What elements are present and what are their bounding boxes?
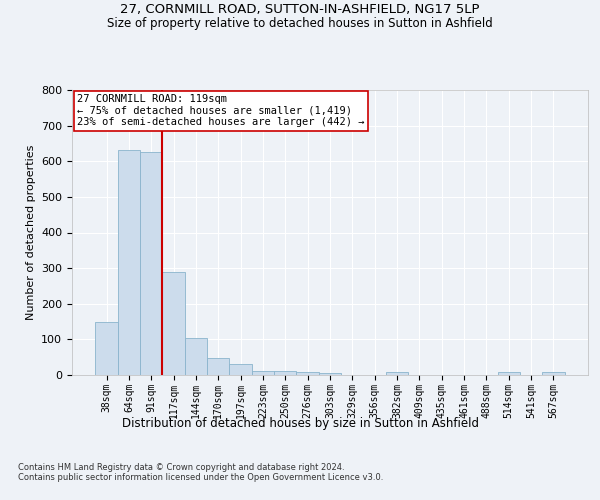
Bar [252,370,274,375]
Text: 27, CORNMILL ROAD, SUTTON-IN-ASHFIELD, NG17 5LP: 27, CORNMILL ROAD, SUTTON-IN-ASHFIELD, N… [120,2,480,16]
Bar [296,372,319,375]
Bar [229,364,252,375]
Bar [274,370,296,375]
Bar [163,272,185,375]
Bar [140,152,163,375]
Text: Contains HM Land Registry data © Crown copyright and database right 2024.
Contai: Contains HM Land Registry data © Crown c… [18,462,383,482]
Bar [386,372,408,375]
Bar [542,372,565,375]
Y-axis label: Number of detached properties: Number of detached properties [26,145,35,320]
Bar [118,150,140,375]
Bar [319,373,341,375]
Bar [207,358,229,375]
Bar [185,338,207,375]
Text: 27 CORNMILL ROAD: 119sqm
← 75% of detached houses are smaller (1,419)
23% of sem: 27 CORNMILL ROAD: 119sqm ← 75% of detach… [77,94,365,128]
Bar [497,372,520,375]
Bar [95,322,118,375]
Text: Distribution of detached houses by size in Sutton in Ashfield: Distribution of detached houses by size … [121,418,479,430]
Text: Size of property relative to detached houses in Sutton in Ashfield: Size of property relative to detached ho… [107,18,493,30]
